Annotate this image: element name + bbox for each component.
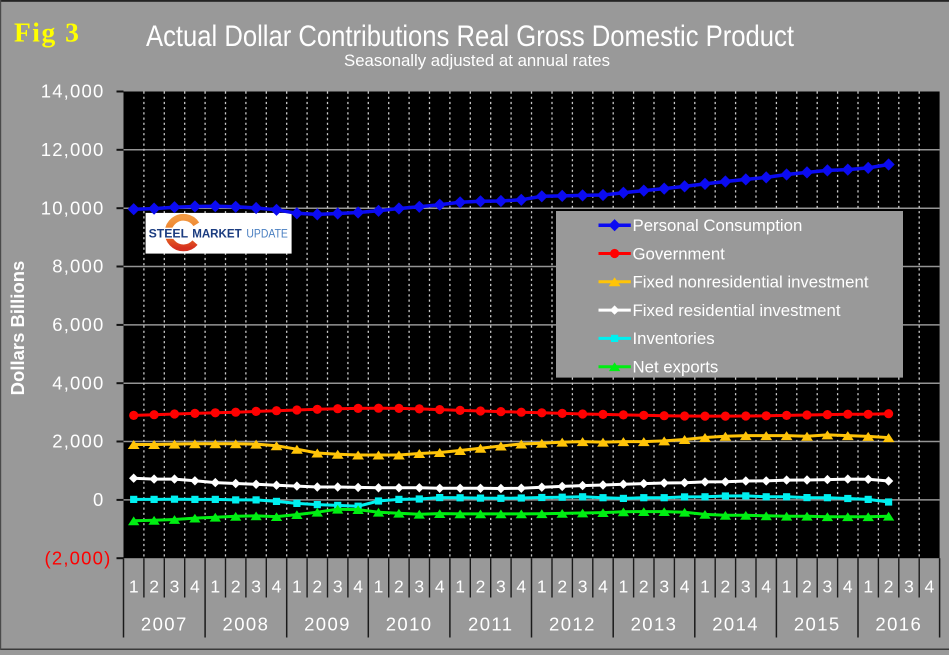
svg-text:1: 1 bbox=[292, 577, 302, 597]
svg-text:2,000: 2,000 bbox=[52, 431, 104, 452]
svg-text:4: 4 bbox=[353, 577, 363, 597]
svg-text:Net exports: Net exports bbox=[633, 358, 719, 377]
svg-text:2008: 2008 bbox=[223, 614, 270, 635]
svg-text:3: 3 bbox=[741, 577, 751, 597]
svg-text:1: 1 bbox=[619, 577, 629, 597]
svg-text:2: 2 bbox=[639, 577, 649, 597]
svg-text:Fixed nonresidential investmen: Fixed nonresidential investment bbox=[633, 273, 869, 292]
svg-text:(2,000): (2,000) bbox=[44, 547, 111, 568]
svg-text:1: 1 bbox=[537, 577, 547, 597]
svg-text:Fixed residential investment: Fixed residential investment bbox=[633, 301, 841, 320]
svg-text:Personal Consumption: Personal Consumption bbox=[633, 216, 803, 235]
svg-text:3: 3 bbox=[659, 577, 669, 597]
svg-text:Fig 3: Fig 3 bbox=[14, 17, 80, 48]
svg-text:4: 4 bbox=[598, 577, 608, 597]
svg-text:MARKET: MARKET bbox=[192, 226, 242, 240]
svg-text:1: 1 bbox=[374, 577, 384, 597]
svg-text:4: 4 bbox=[761, 577, 771, 597]
svg-text:4: 4 bbox=[516, 577, 526, 597]
svg-text:STEEL: STEEL bbox=[149, 226, 189, 240]
svg-text:Inventories: Inventories bbox=[633, 329, 715, 348]
svg-text:3: 3 bbox=[170, 577, 180, 597]
svg-text:1: 1 bbox=[210, 577, 220, 597]
svg-text:3: 3 bbox=[414, 577, 424, 597]
svg-text:6,000: 6,000 bbox=[52, 314, 104, 335]
svg-text:4: 4 bbox=[435, 577, 445, 597]
svg-text:2: 2 bbox=[884, 577, 894, 597]
svg-text:2: 2 bbox=[231, 577, 241, 597]
svg-text:3: 3 bbox=[251, 577, 261, 597]
svg-text:1: 1 bbox=[455, 577, 465, 597]
svg-text:2016: 2016 bbox=[875, 614, 922, 635]
svg-text:2: 2 bbox=[394, 577, 404, 597]
svg-text:4,000: 4,000 bbox=[52, 372, 104, 393]
svg-text:2009: 2009 bbox=[304, 614, 351, 635]
svg-text:Seasonally adjusted at annual: Seasonally adjusted at annual rates bbox=[344, 51, 610, 70]
svg-text:4: 4 bbox=[272, 577, 282, 597]
svg-text:2015: 2015 bbox=[794, 614, 841, 635]
svg-text:1: 1 bbox=[782, 577, 792, 597]
svg-text:1: 1 bbox=[129, 577, 139, 597]
svg-text:4: 4 bbox=[680, 577, 690, 597]
svg-text:Actual Dollar Contributions Re: Actual Dollar Contributions Real Gross D… bbox=[146, 20, 795, 53]
svg-text:Government: Government bbox=[633, 244, 726, 263]
svg-text:2: 2 bbox=[802, 577, 812, 597]
svg-text:3: 3 bbox=[496, 577, 506, 597]
svg-text:2007: 2007 bbox=[141, 614, 188, 635]
svg-text:3: 3 bbox=[333, 577, 343, 597]
svg-text:UPDATE: UPDATE bbox=[246, 226, 288, 240]
svg-text:0: 0 bbox=[93, 489, 105, 510]
svg-text:2010: 2010 bbox=[386, 614, 433, 635]
svg-text:2: 2 bbox=[721, 577, 731, 597]
svg-text:4: 4 bbox=[925, 577, 935, 597]
svg-text:4: 4 bbox=[190, 577, 200, 597]
svg-text:10,000: 10,000 bbox=[41, 197, 105, 218]
svg-text:3: 3 bbox=[823, 577, 833, 597]
svg-text:2011: 2011 bbox=[468, 614, 513, 635]
svg-text:2: 2 bbox=[312, 577, 322, 597]
svg-text:2014: 2014 bbox=[712, 614, 759, 635]
svg-text:4: 4 bbox=[843, 577, 853, 597]
svg-text:14,000: 14,000 bbox=[41, 81, 105, 102]
svg-text:2: 2 bbox=[557, 577, 567, 597]
svg-text:2: 2 bbox=[149, 577, 159, 597]
svg-text:2013: 2013 bbox=[631, 614, 678, 635]
svg-text:2: 2 bbox=[476, 577, 486, 597]
svg-text:3: 3 bbox=[904, 577, 914, 597]
svg-text:1: 1 bbox=[863, 577, 873, 597]
svg-text:Dollars Billions: Dollars Billions bbox=[7, 261, 28, 396]
svg-text:12,000: 12,000 bbox=[41, 139, 105, 160]
svg-text:3: 3 bbox=[578, 577, 588, 597]
svg-text:8,000: 8,000 bbox=[52, 256, 104, 277]
svg-text:1: 1 bbox=[700, 577, 710, 597]
svg-text:2012: 2012 bbox=[549, 614, 596, 635]
